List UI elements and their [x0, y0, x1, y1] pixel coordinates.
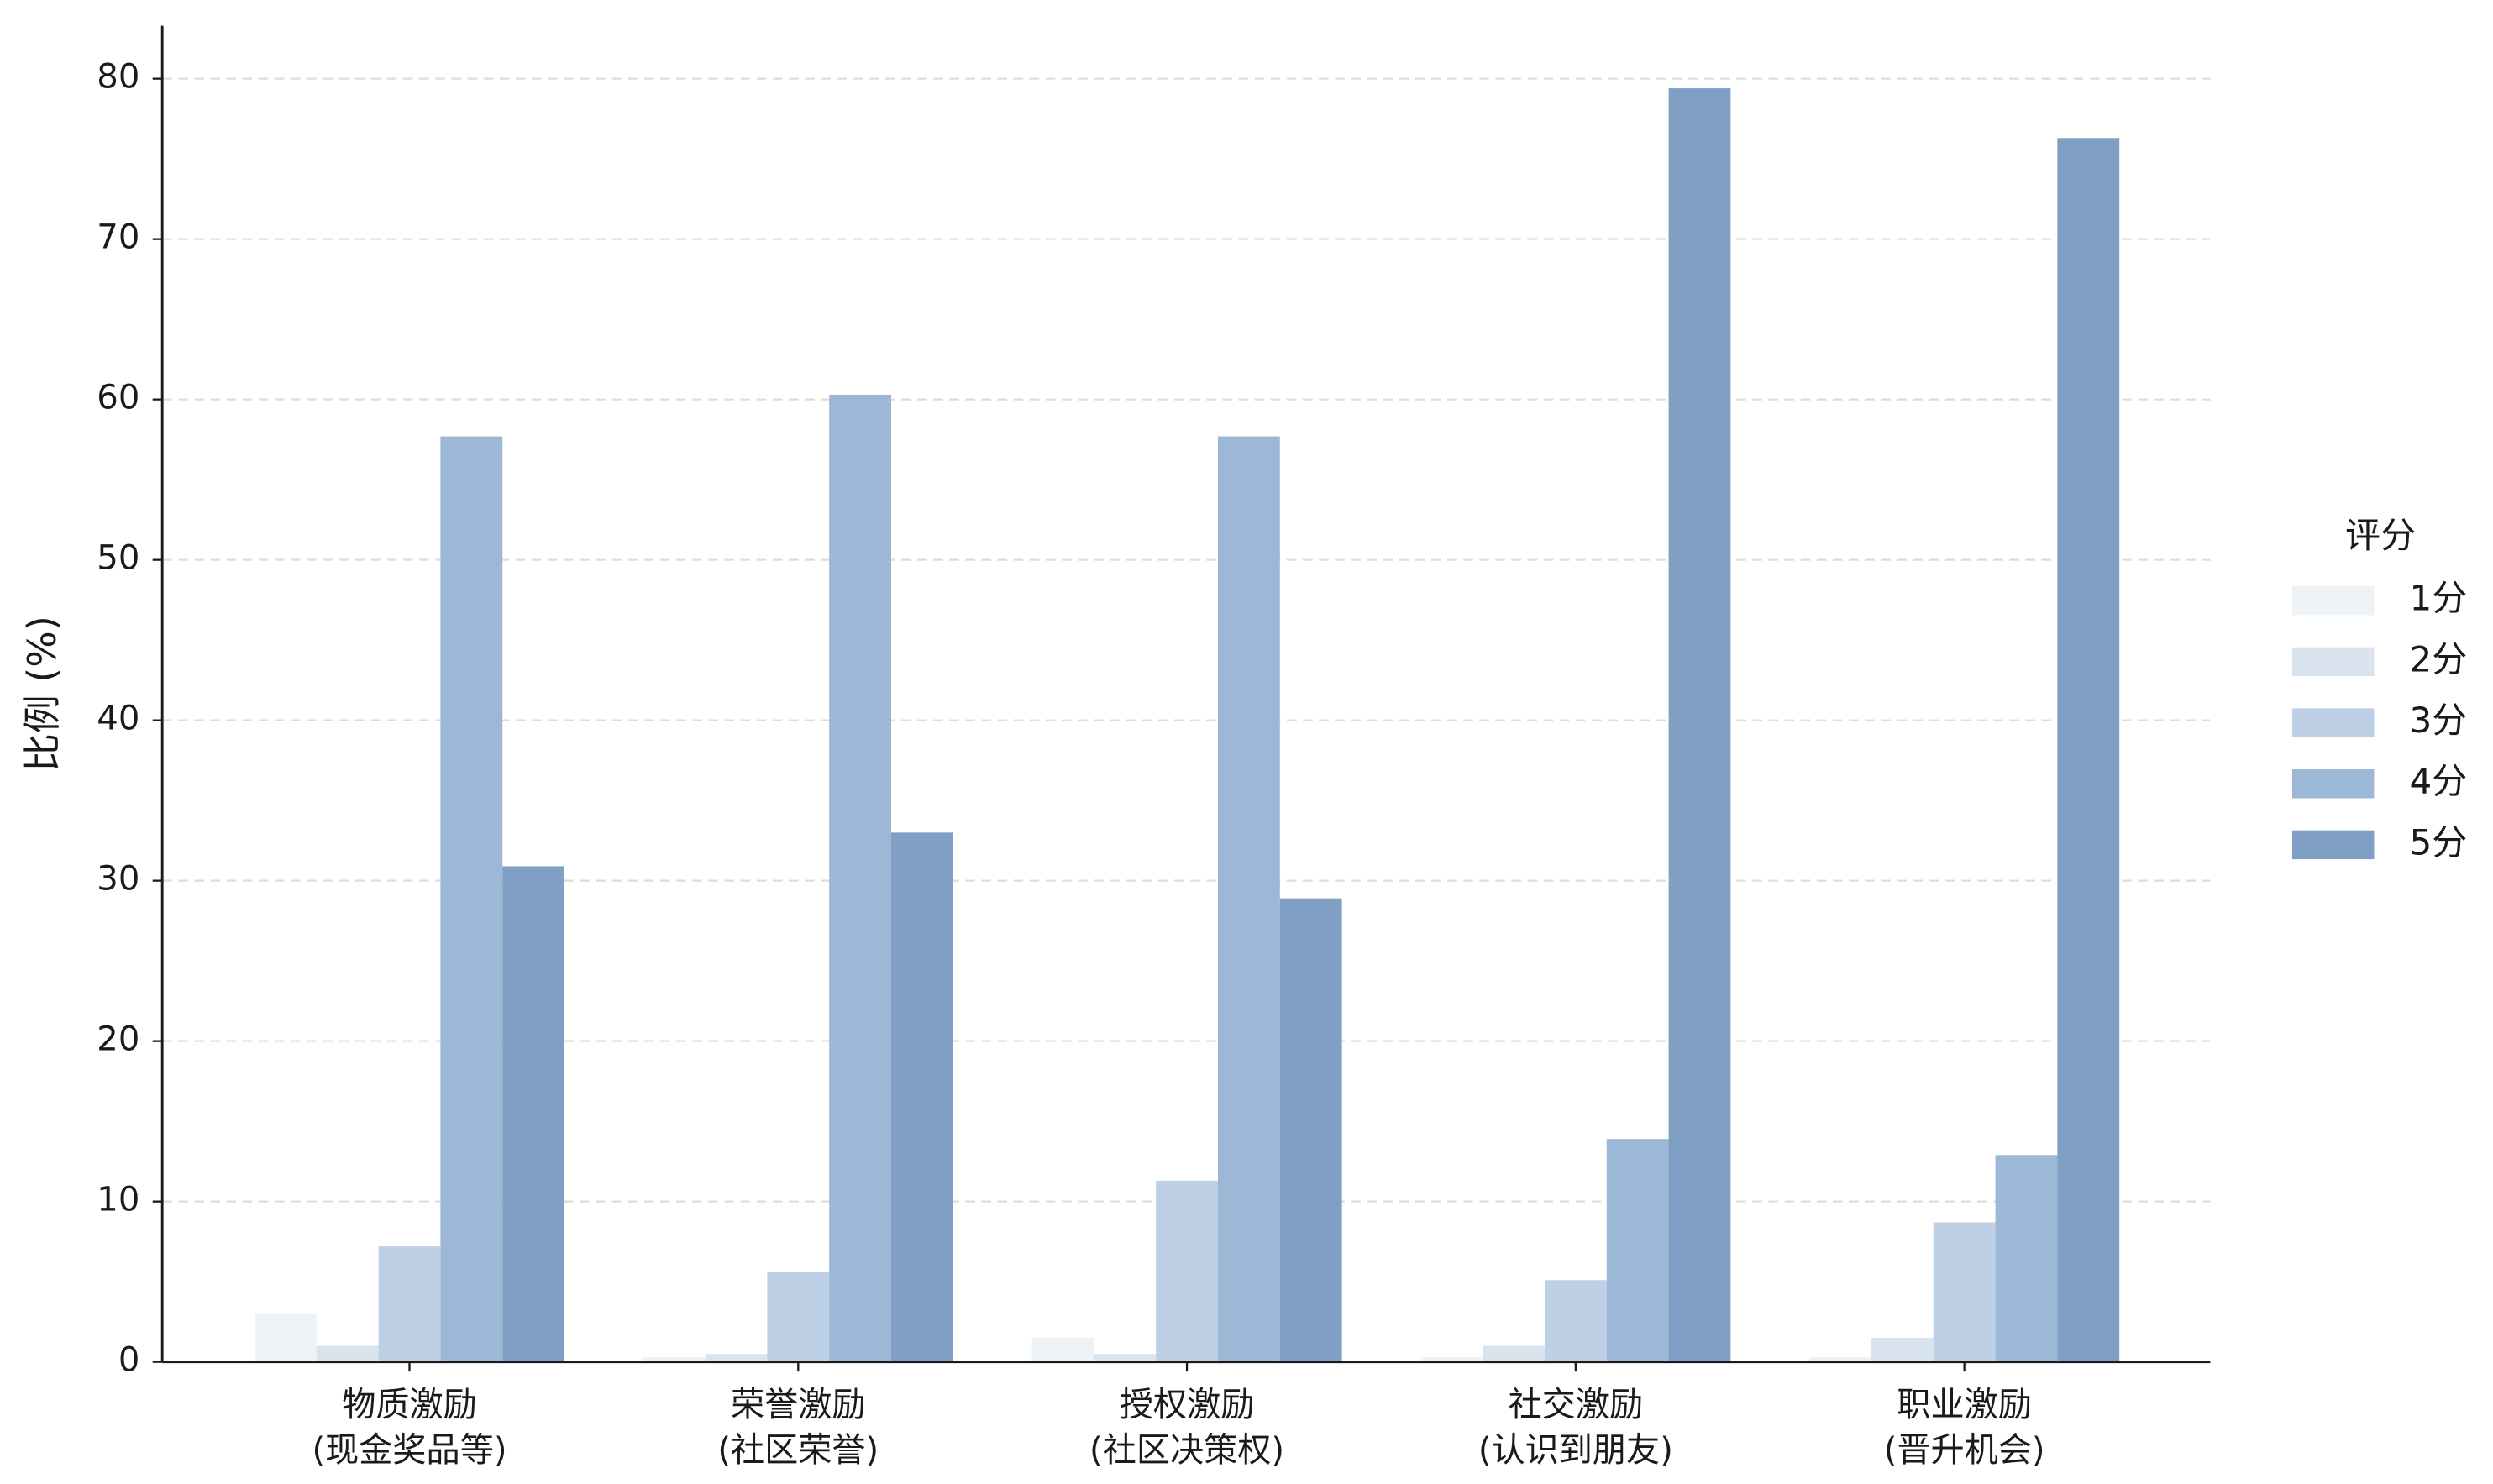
legend-title: 评分 — [2345, 515, 2416, 556]
legend-label: 1分 — [2410, 578, 2468, 619]
y-tick-label: 20 — [97, 1020, 139, 1059]
legend-label: 2分 — [2410, 638, 2468, 679]
x-tick-label: (现金奖品等) — [312, 1431, 506, 1470]
legend-label: 4分 — [2410, 761, 2468, 802]
y-tick-label: 30 — [97, 860, 139, 899]
bar — [254, 1314, 317, 1362]
bar — [378, 1246, 441, 1362]
y-tick-label: 80 — [97, 58, 139, 97]
legend-label: 5分 — [2410, 821, 2468, 863]
bar — [316, 1345, 379, 1362]
bar — [829, 394, 892, 1362]
legend-swatch — [2291, 647, 2375, 677]
bar — [1933, 1222, 1996, 1362]
y-tick-label: 70 — [97, 218, 139, 257]
legend-swatch — [2291, 708, 2375, 737]
x-tick-label: (晋升机会) — [1884, 1431, 2045, 1470]
bar — [1668, 88, 1731, 1362]
bar — [440, 436, 503, 1362]
bar — [891, 832, 953, 1362]
bar — [1995, 1155, 2058, 1362]
bar — [643, 1356, 706, 1362]
bar — [705, 1354, 768, 1362]
x-tick-label: 荣誉激励 — [731, 1386, 866, 1424]
legend-swatch — [2291, 769, 2375, 799]
bar — [502, 866, 565, 1362]
y-tick-label: 10 — [97, 1181, 139, 1219]
bar — [1544, 1280, 1607, 1362]
bar — [2057, 138, 2120, 1362]
x-tick-label: (社区荣誉) — [717, 1431, 879, 1470]
x-tick-label: (认识到朋友) — [1478, 1431, 1673, 1470]
legend-swatch — [2291, 830, 2375, 860]
y-tick-label: 50 — [97, 539, 139, 578]
bar — [1483, 1345, 1545, 1362]
bar — [1094, 1354, 1157, 1362]
y-axis-label: 比例 (%) — [19, 616, 65, 772]
bar — [767, 1272, 830, 1362]
bar — [1279, 898, 1342, 1362]
bar — [1420, 1356, 1483, 1362]
legend-label: 3分 — [2410, 700, 2468, 741]
bar — [1871, 1338, 1934, 1362]
bar — [1606, 1139, 1669, 1362]
y-tick-label: 0 — [118, 1341, 140, 1380]
x-tick-label: 社交激励 — [1509, 1386, 1644, 1424]
y-tick-label: 60 — [97, 379, 139, 417]
bar — [1156, 1180, 1218, 1362]
bar — [1031, 1338, 1094, 1362]
x-tick-label: (社区决策权) — [1089, 1431, 1284, 1470]
bar — [1217, 436, 1280, 1362]
x-tick-label: 物质激励 — [342, 1386, 477, 1424]
x-tick-label: 授权激励 — [1120, 1386, 1255, 1424]
y-tick-label: 40 — [97, 700, 139, 738]
x-tick-label: 职业激励 — [1897, 1386, 2032, 1424]
bar — [1809, 1356, 1871, 1362]
legend-swatch — [2291, 586, 2375, 616]
